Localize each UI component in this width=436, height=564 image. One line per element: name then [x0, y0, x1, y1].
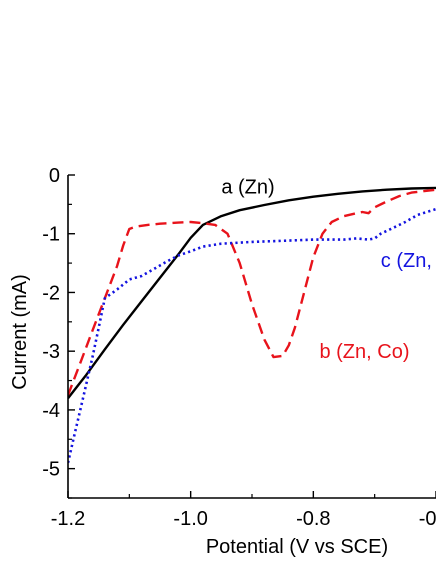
- y-tick-label: -3: [42, 341, 60, 363]
- y-tick-label: -2: [42, 282, 60, 304]
- x-tick-label: -0.6: [419, 508, 436, 530]
- x-tick-label: -0.8: [296, 508, 330, 530]
- y-axis-title: Current (mA): [9, 274, 31, 390]
- series-label-a: a (Zn): [221, 177, 274, 199]
- y-tick-label: 0: [49, 165, 60, 187]
- label-layer: a (Zn) b (Zn, Co) c (Zn, Co, Ce): [221, 177, 436, 363]
- x-axis-title: Potential (V vs SCE): [206, 536, 388, 558]
- y-tick-label: -5: [42, 459, 60, 481]
- x-tick-label: -1.0: [173, 508, 207, 530]
- series-label-c: c (Zn, Co, Ce): [381, 250, 436, 272]
- x-tick-label: -1.2: [51, 508, 85, 530]
- axis-layer: 0 -1 -2 -3 -4 -5 -1.2 -1.0 -0.8 -0.6: [42, 165, 436, 530]
- series-label-b: b (Zn, Co): [319, 341, 409, 363]
- series-line-a: [68, 186, 436, 399]
- series-layer: [68, 186, 436, 464]
- y-tick-label: -4: [42, 400, 60, 422]
- series-line-b: [68, 188, 436, 396]
- y-tick-label: -1: [42, 224, 60, 246]
